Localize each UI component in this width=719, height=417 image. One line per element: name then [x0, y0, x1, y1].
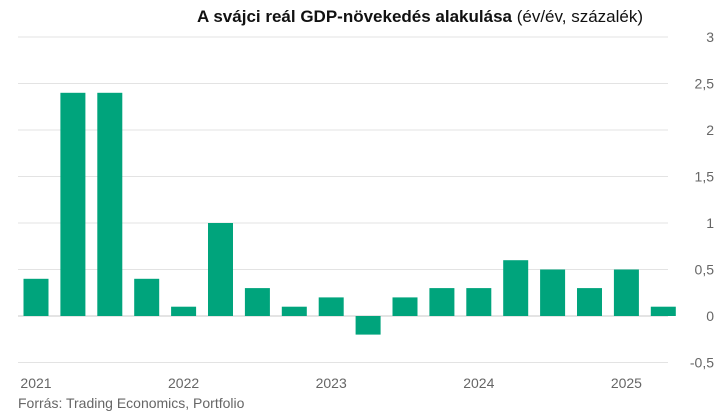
bar-2022Q4: [281, 306, 307, 316]
y-tick-label: 1,5: [695, 169, 715, 185]
bar-2025Q2: [650, 306, 676, 316]
bar-2021Q2: [60, 92, 86, 316]
y-tick-label: 2: [706, 122, 714, 138]
x-tick-label: 2025: [611, 375, 642, 391]
y-tick-label: 0: [706, 308, 714, 324]
bar-2025Q1: [613, 269, 639, 316]
bar-2023Q4: [429, 288, 455, 316]
bar-2023Q1: [318, 297, 344, 316]
bar-2024Q3: [540, 269, 566, 316]
bar-2021Q4: [134, 278, 160, 316]
x-tick-label: 2023: [316, 375, 347, 391]
bar-2024Q2: [503, 260, 529, 316]
x-tick-label: 2021: [20, 375, 51, 391]
y-tick-label: 3: [706, 29, 714, 45]
y-tick-label: 2,5: [695, 76, 715, 92]
chart-title: A svájci reál GDP-növekedés alakulása (é…: [197, 7, 643, 26]
bar-2024Q1: [466, 288, 492, 316]
y-tick-label: 1: [706, 215, 714, 231]
bar-2022Q3: [244, 288, 270, 316]
y-tick-label: -0,5: [690, 355, 714, 371]
bar-2023Q3: [392, 297, 418, 316]
bar-2021Q1: [23, 278, 49, 316]
bar-2022Q2: [208, 223, 233, 316]
bar-2024Q4: [577, 288, 602, 316]
bar-2023Q2: [355, 316, 381, 335]
x-tick-label: 2022: [168, 375, 199, 391]
bar-2022Q1: [171, 306, 197, 316]
x-tick-label: 2024: [463, 375, 494, 391]
bar-2021Q3: [97, 92, 123, 316]
y-tick-label: 0,5: [695, 262, 715, 278]
source-note: Forrás: Trading Economics, Portfolio: [18, 395, 245, 411]
